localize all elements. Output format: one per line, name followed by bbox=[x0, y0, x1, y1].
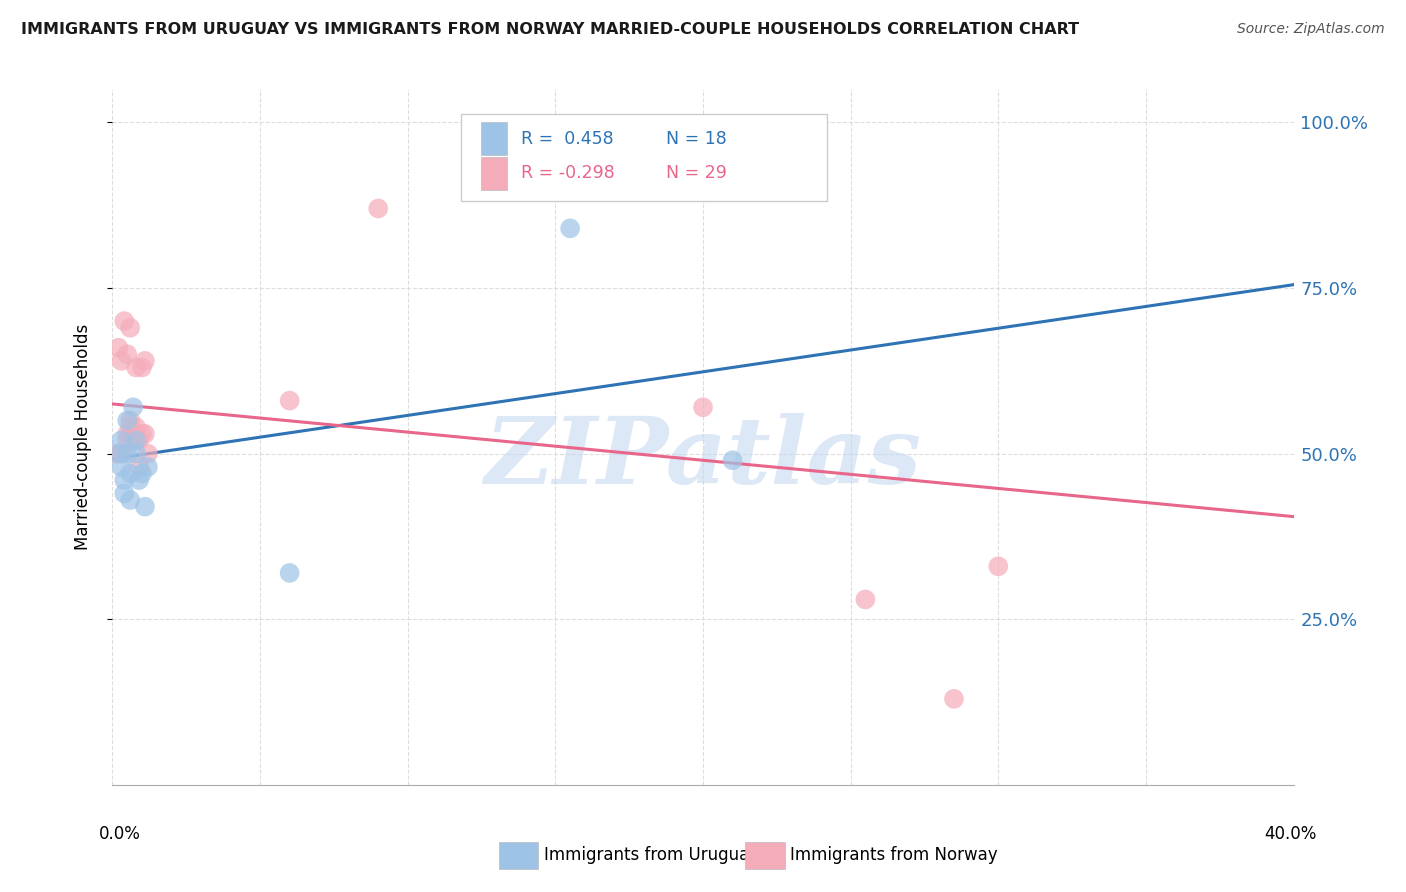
Point bbox=[112, 473, 135, 487]
Point bbox=[136, 459, 159, 474]
Point bbox=[134, 426, 156, 441]
Point bbox=[278, 566, 301, 580]
Text: ZIPatlas: ZIPatlas bbox=[485, 413, 921, 503]
Point bbox=[131, 360, 153, 375]
Point bbox=[125, 447, 148, 461]
Point bbox=[692, 401, 714, 415]
Point bbox=[128, 434, 150, 448]
Point bbox=[117, 447, 138, 461]
Point bbox=[942, 691, 965, 706]
Point bbox=[120, 420, 142, 434]
Point bbox=[544, 148, 567, 162]
Point bbox=[120, 493, 142, 508]
Point bbox=[131, 426, 153, 441]
Point bbox=[107, 341, 129, 355]
Point bbox=[120, 320, 142, 334]
Point bbox=[112, 486, 135, 500]
Text: N = 29: N = 29 bbox=[666, 164, 727, 182]
Text: N = 18: N = 18 bbox=[666, 129, 727, 147]
Text: R =  0.458: R = 0.458 bbox=[522, 129, 614, 147]
Point bbox=[112, 314, 135, 328]
Point bbox=[117, 434, 138, 448]
Text: 40.0%: 40.0% bbox=[1264, 825, 1317, 843]
Point bbox=[136, 447, 159, 461]
Point bbox=[721, 453, 744, 467]
Point bbox=[125, 434, 148, 448]
Point bbox=[125, 360, 148, 375]
Point bbox=[125, 420, 148, 434]
Point bbox=[110, 354, 132, 368]
Point bbox=[107, 447, 129, 461]
Point bbox=[110, 459, 132, 474]
Point bbox=[558, 221, 582, 235]
Point bbox=[117, 426, 138, 441]
Point bbox=[110, 447, 132, 461]
Point bbox=[122, 401, 145, 415]
Point bbox=[120, 467, 142, 481]
FancyBboxPatch shape bbox=[461, 113, 827, 201]
Point bbox=[134, 354, 156, 368]
Point bbox=[987, 559, 1010, 574]
Point bbox=[117, 413, 138, 427]
Text: Source: ZipAtlas.com: Source: ZipAtlas.com bbox=[1237, 22, 1385, 37]
Point bbox=[104, 447, 127, 461]
Point bbox=[117, 347, 138, 361]
Point bbox=[278, 393, 301, 408]
Text: R = -0.298: R = -0.298 bbox=[522, 164, 614, 182]
Point bbox=[120, 413, 142, 427]
Text: IMMIGRANTS FROM URUGUAY VS IMMIGRANTS FROM NORWAY MARRIED-COUPLE HOUSEHOLDS CORR: IMMIGRANTS FROM URUGUAY VS IMMIGRANTS FR… bbox=[21, 22, 1080, 37]
Point bbox=[122, 434, 145, 448]
Point bbox=[128, 473, 150, 487]
FancyBboxPatch shape bbox=[481, 157, 508, 190]
Point bbox=[131, 467, 153, 481]
Text: Immigrants from Uruguay: Immigrants from Uruguay bbox=[544, 847, 759, 864]
Text: Immigrants from Norway: Immigrants from Norway bbox=[790, 847, 998, 864]
Text: 0.0%: 0.0% bbox=[98, 825, 141, 843]
Point bbox=[855, 592, 877, 607]
Point bbox=[134, 500, 156, 514]
FancyBboxPatch shape bbox=[481, 122, 508, 155]
Point bbox=[122, 426, 145, 441]
Point bbox=[110, 434, 132, 448]
Y-axis label: Married-couple Households: Married-couple Households bbox=[73, 324, 91, 550]
Point bbox=[367, 202, 389, 216]
Point bbox=[128, 459, 150, 474]
